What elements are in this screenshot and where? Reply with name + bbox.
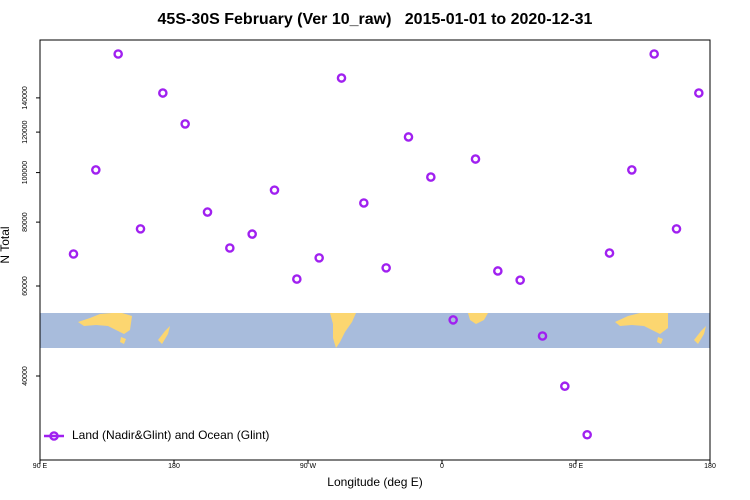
data-point	[694, 88, 704, 98]
y-tick-label: 120000	[22, 120, 29, 143]
data-point	[336, 73, 347, 83]
data-point	[180, 119, 190, 129]
data-point	[627, 165, 637, 175]
y-tick-label: 60000	[22, 276, 29, 296]
data-point	[225, 243, 235, 253]
data-point	[582, 429, 592, 440]
data-point	[470, 154, 481, 164]
data-point	[560, 381, 570, 392]
legend-label: Land (Nadir&Glint) and Ocean (Glint)	[72, 428, 269, 442]
data-point	[426, 172, 436, 182]
data-point	[247, 229, 257, 239]
data-point	[113, 49, 123, 59]
data-point	[91, 165, 101, 175]
data-point	[292, 274, 302, 284]
x-tick-label: 180	[168, 463, 180, 470]
y-tick-label: 80000	[22, 212, 29, 232]
data-point	[515, 275, 525, 285]
x-tick-label: 0	[440, 463, 444, 470]
data-point	[68, 249, 79, 259]
data-point	[493, 266, 503, 276]
x-tick-label: 180	[704, 463, 716, 470]
x-tick-label: 90 E	[33, 463, 48, 470]
y-tick-label: 40000	[22, 366, 29, 386]
x-axis-label: Longitude (deg E)	[327, 475, 422, 489]
data-point	[135, 224, 146, 234]
x-tick-label: 90 W	[300, 463, 317, 470]
plot-frame	[39, 39, 711, 461]
world-map-band	[40, 313, 710, 348]
data-point	[381, 263, 391, 273]
data-point	[269, 185, 280, 195]
legend-marker	[49, 431, 59, 441]
data-point	[158, 88, 168, 98]
x-tick-label: 90 E	[569, 463, 584, 470]
data-point	[202, 207, 213, 217]
data-point	[537, 331, 548, 341]
y-tick-label: 140000	[22, 86, 29, 109]
y-tick-label: 100000	[22, 161, 29, 184]
chart-title: 45S-30S February (Ver 10_raw) 2015-01-01…	[158, 11, 593, 28]
data-point	[448, 315, 458, 325]
data-point	[359, 198, 369, 208]
data-point	[403, 132, 414, 142]
data-point	[314, 253, 324, 263]
data-point	[604, 248, 615, 258]
y-axis-label: N Total	[0, 226, 12, 263]
data-point	[649, 49, 659, 59]
data-point	[671, 224, 682, 234]
